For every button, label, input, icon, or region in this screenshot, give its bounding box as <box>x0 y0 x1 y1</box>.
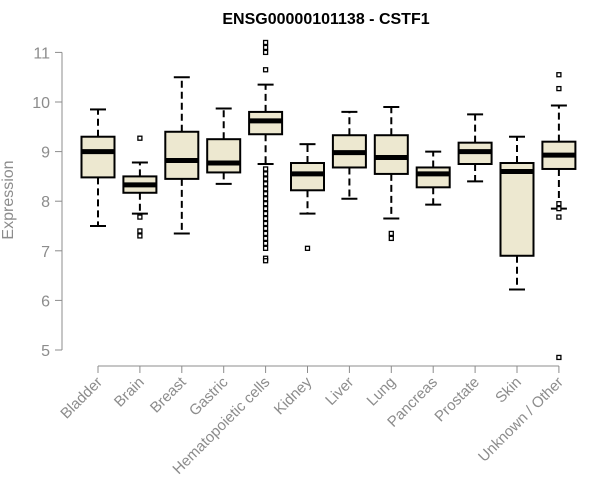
y-tick-label: 5 <box>41 343 50 360</box>
outlier-point <box>262 191 269 197</box>
y-tick-label: 7 <box>41 244 50 261</box>
box-iqr <box>415 166 451 189</box>
x-tick-label: Bladder <box>57 374 106 423</box>
outlier-point <box>262 215 269 222</box>
box-group <box>373 105 409 242</box>
x-tick-label: Skin <box>492 374 525 407</box>
y-axis: 5 6 7 8 9 10 11 <box>32 45 63 360</box>
outlier-point <box>556 201 562 207</box>
outlier-point <box>262 49 269 56</box>
outlier-point <box>556 85 562 92</box>
box-group <box>248 39 284 264</box>
box-group <box>164 76 200 235</box>
outlier-point <box>137 233 143 239</box>
outlier-point <box>262 235 269 242</box>
outlier-point <box>137 214 143 220</box>
outlier-point <box>262 225 269 232</box>
outlier-point <box>388 230 394 237</box>
x-tick-label: Brain <box>111 374 148 411</box>
x-tick-label: Kidney <box>271 373 316 418</box>
outlier-point <box>304 245 311 251</box>
box-group <box>415 150 451 206</box>
y-tick-label: 6 <box>41 293 50 310</box>
y-tick-label: 11 <box>33 45 50 62</box>
box-iqr <box>499 162 535 257</box>
box-iqr <box>206 138 242 174</box>
y-axis-label: Expression <box>0 160 17 239</box>
y-tick-label: 9 <box>41 145 50 162</box>
x-tick-label: Breast <box>147 373 190 416</box>
box-iqr <box>290 162 325 192</box>
outlier-point <box>262 181 269 187</box>
outlier-point <box>262 201 269 207</box>
outlier-point <box>262 205 269 212</box>
outlier-point <box>262 39 269 46</box>
box-group <box>290 143 325 251</box>
outlier-point <box>262 186 269 192</box>
x-tick-label: Prostate <box>431 374 483 426</box>
x-tick-label: Liver <box>322 374 357 409</box>
outlier-point <box>556 205 562 212</box>
outlier-point <box>262 258 269 264</box>
box-group <box>331 110 367 200</box>
outlier-point <box>262 67 269 73</box>
box-group <box>122 135 158 239</box>
outlier-point <box>262 245 269 251</box>
outlier-point <box>556 72 562 78</box>
x-tick-label: Lung <box>364 374 400 410</box>
outlier-point <box>556 214 562 220</box>
outlier-point <box>137 135 143 141</box>
y-tick-label: 10 <box>32 95 50 112</box>
outlier-point <box>388 235 394 242</box>
y-tick-label: 8 <box>41 194 50 211</box>
outlier-point <box>262 240 269 247</box>
box-group <box>457 113 493 183</box>
box-group <box>499 135 535 291</box>
outlier-point <box>262 210 269 217</box>
outlier-point <box>262 196 269 202</box>
outlier-point <box>262 44 269 51</box>
box-group <box>80 108 116 227</box>
boxes-group <box>80 39 577 361</box>
chart-title: ENSG00000101138 - CSTF1 <box>222 11 429 28</box>
box-group <box>206 107 242 185</box>
outlier-point <box>262 176 269 182</box>
box-group <box>541 72 577 361</box>
outlier-point <box>262 171 269 177</box>
box-iqr <box>80 135 116 179</box>
outlier-point <box>556 354 562 361</box>
outlier-point <box>262 220 269 227</box>
box-iqr <box>373 134 409 175</box>
box-iqr <box>164 130 200 180</box>
outlier-point <box>137 228 143 234</box>
outlier-point <box>262 166 269 172</box>
outlier-point <box>262 230 269 237</box>
